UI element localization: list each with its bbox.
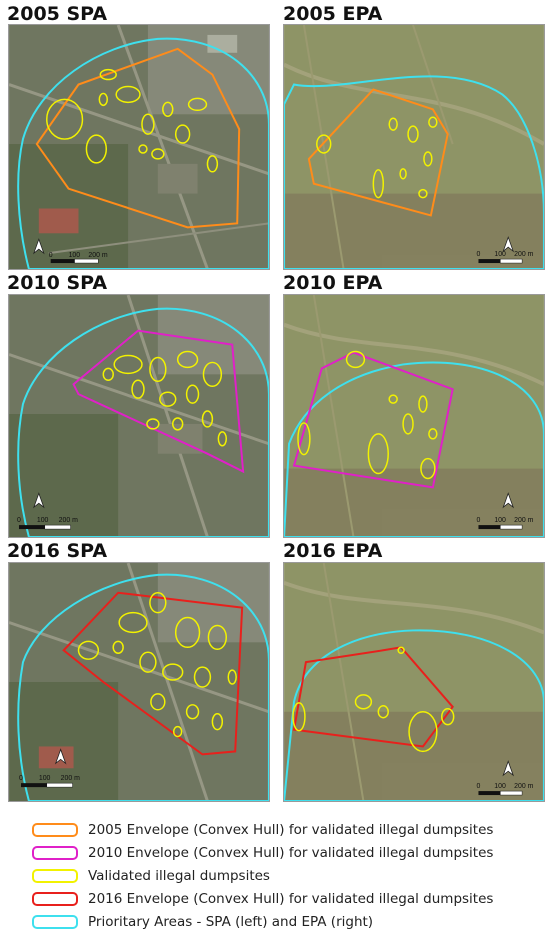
legend-swatch xyxy=(32,822,78,837)
svg-text:0: 0 xyxy=(49,252,53,259)
svg-text:200 m: 200 m xyxy=(514,783,534,790)
svg-text:100: 100 xyxy=(37,517,49,524)
legend-item-priority-areas: Prioritary Areas - SPA (left) and EPA (r… xyxy=(32,910,542,933)
svg-text:0: 0 xyxy=(476,783,480,790)
legend-label: Validated illegal dumpsites xyxy=(88,867,270,884)
legend-label: 2010 Envelope (Convex Hull) for validate… xyxy=(88,844,494,861)
map-2016-epa: 0 100 200 m xyxy=(283,562,545,802)
svg-text:100: 100 xyxy=(69,252,81,259)
svg-text:0: 0 xyxy=(476,517,480,524)
north-arrow-icon xyxy=(33,238,45,255)
panel-title-2005-spa: 2005 SPA xyxy=(7,3,108,25)
north-arrow-icon xyxy=(33,492,45,509)
legend-swatch xyxy=(32,845,78,860)
north-arrow-icon xyxy=(502,760,515,777)
legend-swatch xyxy=(32,868,78,883)
svg-text:100: 100 xyxy=(39,775,51,782)
legend-item-2016-envelope: 2016 Envelope (Convex Hull) for validate… xyxy=(32,887,542,910)
svg-text:200 m: 200 m xyxy=(88,252,108,259)
legend-label: Prioritary Areas - SPA (left) and EPA (r… xyxy=(88,913,374,930)
north-arrow-icon xyxy=(502,236,515,253)
legend-label: 2016 Envelope (Convex Hull) for validate… xyxy=(88,890,494,907)
legend-swatch xyxy=(32,914,78,929)
map-2016-spa: 0 100 200 m xyxy=(8,562,270,802)
legend-label: 2005 Envelope (Convex Hull) for validate… xyxy=(88,821,494,838)
svg-text:0: 0 xyxy=(17,517,21,524)
map-2005-spa: 0 100 200 m xyxy=(8,24,270,270)
panel-title-2010-epa: 2010 EPA xyxy=(283,272,383,294)
legend-swatch xyxy=(32,891,78,906)
svg-text:200 m: 200 m xyxy=(59,517,79,524)
panel-title-2016-epa: 2016 EPA xyxy=(283,540,383,562)
north-arrow-icon xyxy=(54,748,67,765)
map-2010-epa: 0 100 200 m xyxy=(283,294,545,538)
svg-text:0: 0 xyxy=(476,251,480,258)
panel-title-2005-epa: 2005 EPA xyxy=(283,3,383,25)
svg-text:100: 100 xyxy=(494,251,506,258)
legend-item-2005-envelope: 2005 Envelope (Convex Hull) for validate… xyxy=(32,818,542,841)
north-arrow-icon xyxy=(502,492,515,509)
svg-text:200 m: 200 m xyxy=(514,517,534,524)
legend-item-2010-envelope: 2010 Envelope (Convex Hull) for validate… xyxy=(32,841,542,864)
panel-title-2016-spa: 2016 SPA xyxy=(7,540,108,562)
svg-text:0: 0 xyxy=(19,775,23,782)
svg-text:100: 100 xyxy=(494,517,506,524)
map-2010-spa: 0 100 200 m xyxy=(8,294,270,538)
map-legend: 2005 Envelope (Convex Hull) for validate… xyxy=(32,818,542,933)
svg-text:100: 100 xyxy=(494,783,506,790)
map-2005-epa: 0 100 200 m xyxy=(283,24,545,270)
svg-text:200 m: 200 m xyxy=(61,775,81,782)
svg-text:200 m: 200 m xyxy=(514,251,534,258)
legend-item-dumpsites: Validated illegal dumpsites xyxy=(32,864,542,887)
panel-title-2010-spa: 2010 SPA xyxy=(7,272,108,294)
